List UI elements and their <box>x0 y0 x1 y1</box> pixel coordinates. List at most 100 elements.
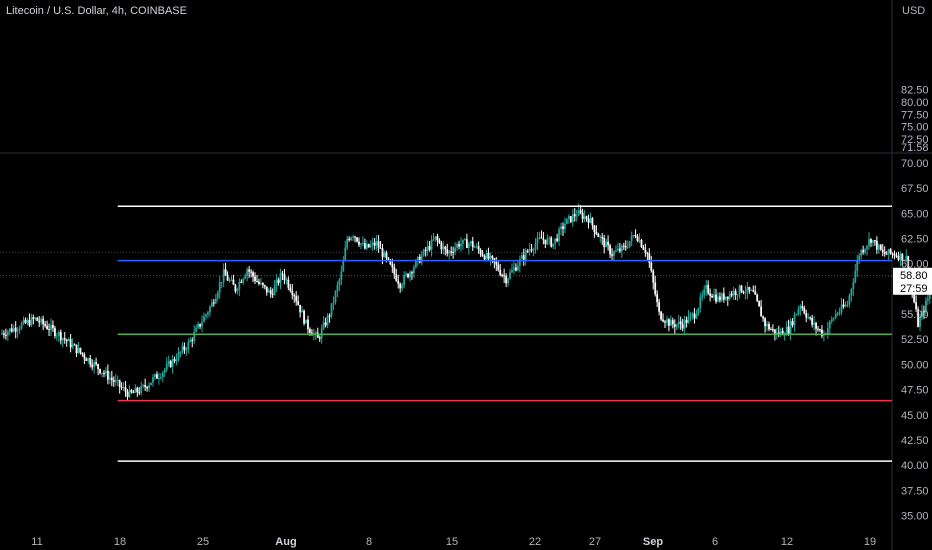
time-tick: 22 <box>529 536 541 548</box>
candle-body <box>732 290 735 296</box>
candle-body <box>803 308 806 314</box>
candle-body <box>456 244 458 248</box>
candle-body <box>495 262 498 265</box>
candle-body <box>334 291 337 303</box>
candle-body <box>448 251 451 254</box>
candle-body <box>322 322 325 329</box>
candle-body <box>418 256 421 263</box>
candle-body <box>587 218 590 223</box>
candle-body <box>413 267 415 274</box>
candle-body <box>432 239 435 241</box>
candle-body <box>175 359 178 361</box>
candle-body <box>314 332 317 334</box>
candle-body <box>71 344 74 348</box>
candle-body <box>340 271 343 280</box>
time-tick: 15 <box>446 536 458 548</box>
candle-body <box>852 282 855 290</box>
candle-body <box>479 249 482 255</box>
candle-body <box>242 278 245 283</box>
candle-body <box>724 296 727 300</box>
candle-body <box>338 279 341 286</box>
candle-body <box>420 255 423 263</box>
candle-body <box>501 274 504 276</box>
candle-body <box>783 335 786 337</box>
candle-body <box>711 295 713 298</box>
candle-body <box>289 287 292 291</box>
candle-body <box>399 283 402 289</box>
candle-body <box>679 321 682 325</box>
candle-body <box>103 372 105 374</box>
candle-body <box>703 289 706 296</box>
candle-body <box>395 274 398 281</box>
candle-body <box>719 296 721 301</box>
candle-body <box>544 239 547 245</box>
price-tick: 65.00 <box>901 208 929 220</box>
candle-body <box>30 317 33 326</box>
candle-body <box>632 235 635 237</box>
candle-body <box>318 337 321 339</box>
candle-body <box>505 276 508 284</box>
time-tick: 18 <box>114 536 126 548</box>
price-tick: 55.00 <box>901 309 929 321</box>
candle-body <box>564 224 566 230</box>
candle-body <box>263 285 266 287</box>
candle-body <box>795 314 798 316</box>
candle-body <box>344 247 347 261</box>
candle-body <box>148 385 150 389</box>
candle-body <box>571 214 574 222</box>
candle-body <box>216 292 219 299</box>
candle-body <box>919 317 921 327</box>
candle-body <box>750 290 753 292</box>
candle-body <box>875 240 878 250</box>
price-tick: 42.50 <box>901 435 929 447</box>
candle-body <box>928 293 931 299</box>
candle-body <box>177 352 180 360</box>
candle-body <box>348 238 351 241</box>
price-tick: 47.50 <box>901 385 929 397</box>
candle-body <box>385 252 388 258</box>
candle-body <box>534 243 537 250</box>
candle-body <box>38 320 41 323</box>
price-tick: 35.00 <box>901 510 929 522</box>
candle-body <box>4 334 7 336</box>
price-tick: 80.00 <box>901 97 929 109</box>
candle-body <box>925 300 927 313</box>
candle-body <box>518 259 521 266</box>
candle-body <box>169 361 172 367</box>
candle-body <box>575 215 578 217</box>
price-tick: 77.50 <box>901 109 929 121</box>
candle-body <box>695 314 698 319</box>
candle-body <box>369 244 372 248</box>
candle-body <box>671 320 674 325</box>
candle-body <box>110 377 113 380</box>
candle-body <box>108 377 111 380</box>
candle-body <box>299 304 302 313</box>
candle-body <box>546 238 549 245</box>
candle-body <box>140 385 143 393</box>
candle-body <box>677 321 680 325</box>
candle-body <box>236 289 239 292</box>
candle-body <box>624 246 627 248</box>
candle-body <box>856 260 859 271</box>
candle-body <box>118 380 121 387</box>
candle-body <box>548 237 551 239</box>
candle-body <box>230 279 233 281</box>
candle-body <box>291 290 294 296</box>
candle-body <box>668 319 670 326</box>
candle-body <box>862 250 865 253</box>
candle-body <box>626 246 629 248</box>
candle-body <box>905 256 908 261</box>
candle-body <box>513 267 515 270</box>
candle-body <box>79 347 82 353</box>
candle-body <box>768 323 770 330</box>
candle-body <box>717 296 719 302</box>
candle-body <box>662 319 664 322</box>
candle-body <box>106 370 109 380</box>
candle-body <box>515 267 517 271</box>
price-tick: 70.00 <box>901 158 929 170</box>
candle-body <box>156 374 158 379</box>
candle-body <box>787 326 790 334</box>
